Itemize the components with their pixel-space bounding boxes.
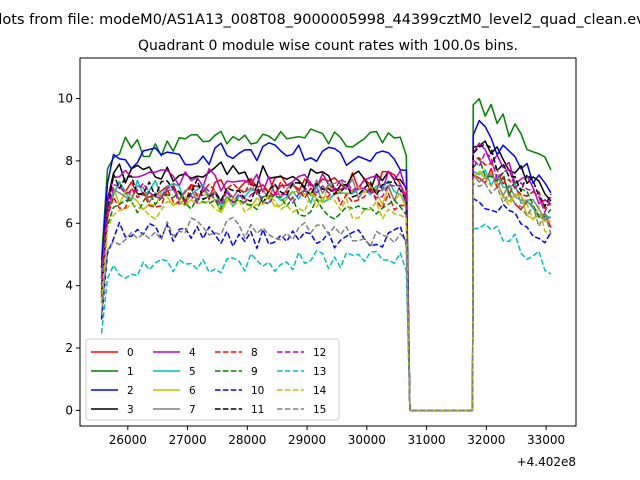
legend-label-10: 10 bbox=[251, 385, 264, 397]
legend-label-9: 9 bbox=[251, 366, 258, 378]
series-line-1 bbox=[100, 98, 552, 412]
legend-box bbox=[85, 338, 340, 421]
legend-label-0: 0 bbox=[127, 347, 134, 359]
y-axis: 0 2 4 6 8 10 bbox=[58, 92, 80, 417]
x-tick-label: 33000 bbox=[527, 433, 565, 447]
x-tick-label: 32000 bbox=[467, 433, 505, 447]
legend-label-11: 11 bbox=[251, 404, 264, 416]
y-tick-label: 0 bbox=[65, 403, 73, 417]
legend-label-3: 3 bbox=[127, 404, 134, 416]
x-tick-label: 28000 bbox=[228, 433, 266, 447]
legend-label-8: 8 bbox=[251, 347, 258, 359]
legend-label-13: 13 bbox=[313, 366, 326, 378]
chart-title: Quadrant 0 module wise count rates with … bbox=[138, 38, 518, 54]
legend-label-4: 4 bbox=[189, 347, 196, 359]
series-line-2 bbox=[100, 119, 552, 412]
series-layer bbox=[100, 98, 552, 412]
x-tick-label: 27000 bbox=[168, 433, 206, 447]
y-tick-label: 6 bbox=[65, 216, 73, 230]
series-line-11 bbox=[100, 143, 552, 412]
y-tick-label: 10 bbox=[58, 92, 73, 106]
legend-label-2: 2 bbox=[127, 385, 134, 397]
series-line-14 bbox=[100, 169, 552, 412]
series-line-15 bbox=[100, 182, 552, 412]
legend-label-1: 1 bbox=[127, 366, 134, 378]
x-tick-label: 29000 bbox=[288, 433, 326, 447]
x-tick-label: 31000 bbox=[408, 433, 446, 447]
x-axis: 26000 27000 28000 29000 30000 31000 32000 33000 bbox=[109, 426, 565, 447]
legend-label-15: 15 bbox=[313, 404, 326, 416]
legend-label-6: 6 bbox=[189, 385, 196, 397]
legend-label-7: 7 bbox=[189, 404, 196, 416]
legend-label-5: 5 bbox=[189, 366, 196, 378]
y-tick-label: 4 bbox=[65, 279, 73, 293]
x-tick-label: 26000 bbox=[109, 433, 147, 447]
legend-label-12: 12 bbox=[313, 347, 326, 359]
legend-label-14: 14 bbox=[313, 385, 327, 397]
y-tick-label: 8 bbox=[65, 154, 73, 168]
x-tick-label: 30000 bbox=[348, 433, 386, 447]
plot-frame bbox=[79, 57, 577, 427]
figure-suptitle: Plots from file: modeM0/AS1A13_008T08_90… bbox=[0, 12, 640, 28]
x-axis-offset-label: +4.402e8 bbox=[517, 455, 576, 469]
y-tick-label: 2 bbox=[65, 341, 73, 355]
